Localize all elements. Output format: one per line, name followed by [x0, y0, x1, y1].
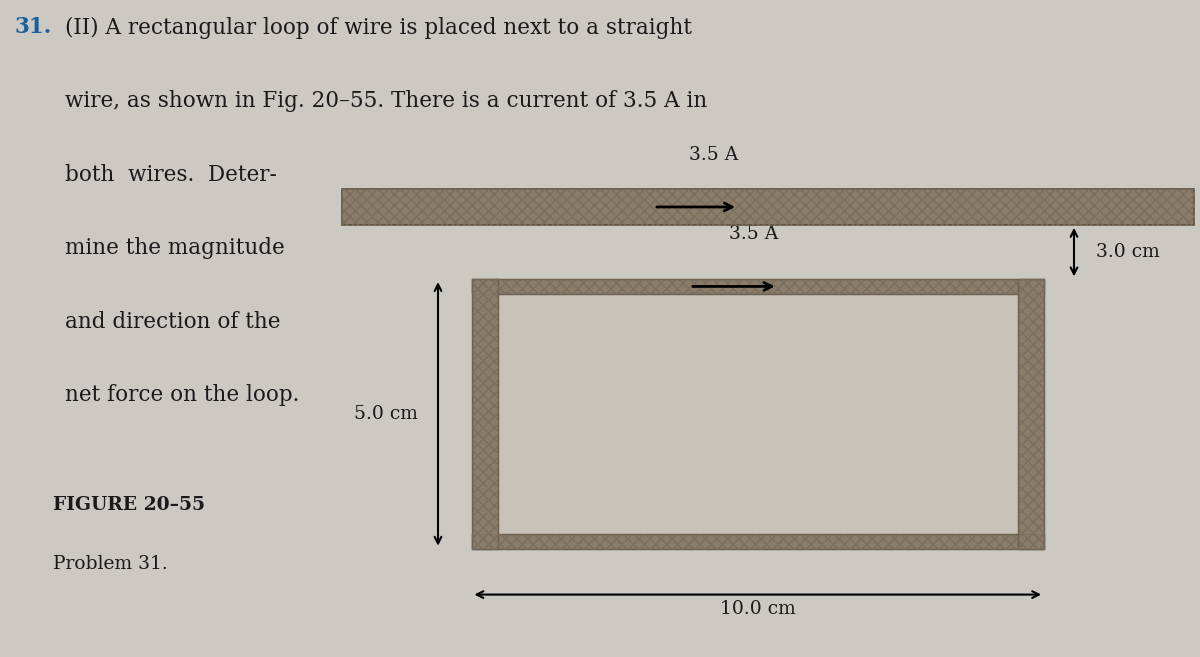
- Text: 3.0 cm: 3.0 cm: [1096, 243, 1159, 261]
- Text: 3.5 A: 3.5 A: [728, 225, 779, 243]
- Text: Problem 31.: Problem 31.: [53, 555, 168, 573]
- Bar: [472, 279, 1044, 294]
- Text: (II) A rectangular loop of wire is placed next to a straight: (II) A rectangular loop of wire is place…: [65, 16, 691, 39]
- Bar: [342, 189, 1194, 225]
- Bar: [1018, 279, 1044, 549]
- Text: wire, as shown in Fig. 20–55. There is a current of 3.5 A in: wire, as shown in Fig. 20–55. There is a…: [65, 90, 707, 112]
- Text: FIGURE 20–55: FIGURE 20–55: [53, 496, 205, 514]
- Bar: [472, 279, 498, 549]
- Text: net force on the loop.: net force on the loop.: [65, 384, 299, 406]
- Bar: [342, 189, 1194, 225]
- Bar: [1018, 279, 1044, 549]
- Bar: [472, 534, 1044, 549]
- Text: 5.0 cm: 5.0 cm: [354, 405, 418, 423]
- Text: and direction of the: and direction of the: [65, 311, 281, 332]
- Text: both  wires.  Deter-: both wires. Deter-: [65, 164, 277, 185]
- Text: 3.5 A: 3.5 A: [689, 147, 739, 164]
- Bar: [472, 279, 498, 549]
- Text: mine the magnitude: mine the magnitude: [65, 237, 284, 259]
- Bar: [498, 294, 1018, 534]
- Text: 10.0 cm: 10.0 cm: [720, 600, 796, 618]
- Bar: [472, 534, 1044, 549]
- Bar: [472, 279, 1044, 294]
- Text: 31.: 31.: [14, 16, 52, 38]
